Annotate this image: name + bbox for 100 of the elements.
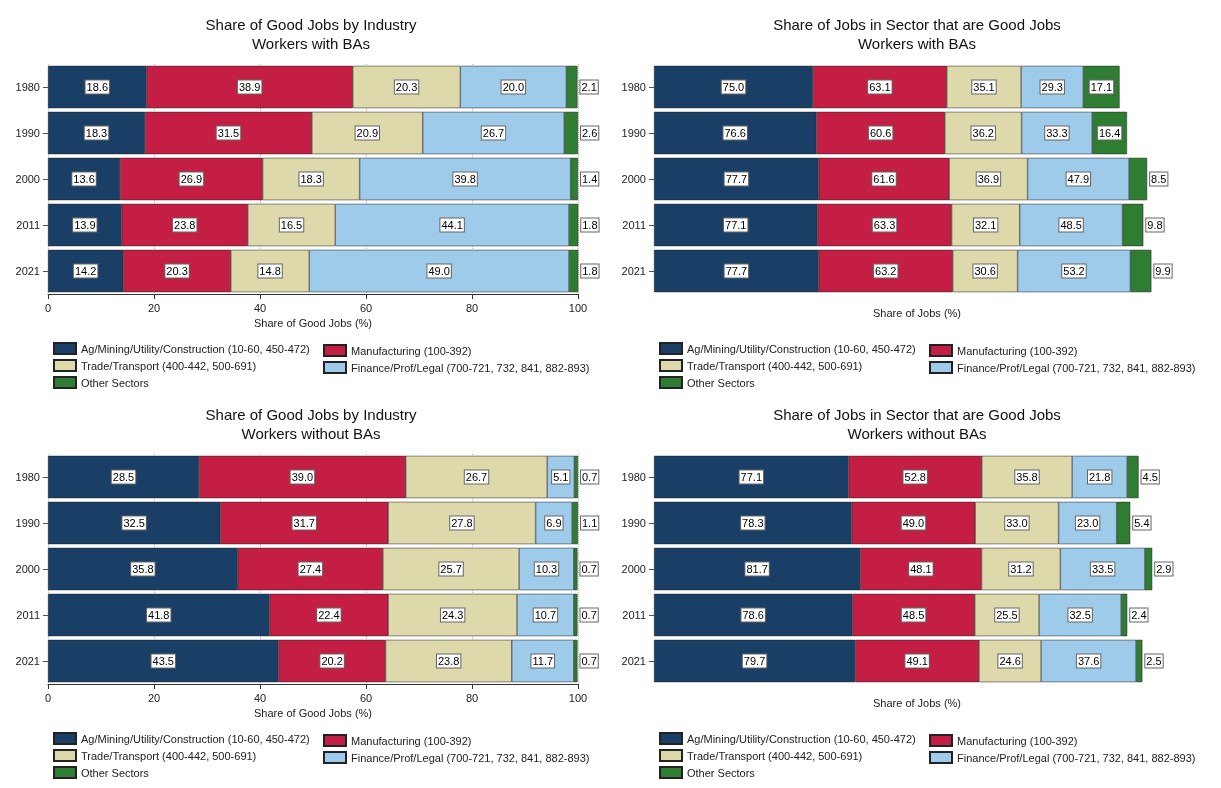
data-label: 49.0 <box>428 265 450 277</box>
data-label: 44.1 <box>441 219 463 231</box>
data-label: 24.3 <box>441 609 464 621</box>
data-label: 35.8 <box>1016 471 1038 483</box>
data-label: 1.1 <box>582 517 598 529</box>
data-label: 37.6 <box>1077 655 1100 667</box>
data-label: 75.0 <box>722 81 745 93</box>
chart-title: Share of Good Jobs by Industry <box>205 16 417 33</box>
y-tick-label: 2000 <box>621 173 646 185</box>
data-label: 23.0 <box>1076 517 1099 529</box>
data-label: 16.4 <box>1098 127 1121 139</box>
data-label: 78.3 <box>742 517 764 529</box>
data-label: 77.7 <box>725 265 748 277</box>
data-label: 60.6 <box>869 127 892 139</box>
legend-label: Trade/Transport (400-442, 500-691) <box>687 749 863 762</box>
data-label: 52.8 <box>904 471 926 483</box>
y-tick-label: 2011 <box>16 609 40 621</box>
legend-label: Manufacturing (100-392) <box>351 734 472 747</box>
data-label: 79.7 <box>743 655 766 667</box>
y-tick-label: 1980 <box>15 471 40 483</box>
y-tick-label: 1980 <box>621 471 646 483</box>
data-label: 31.5 <box>217 127 240 139</box>
data-label: 32.5 <box>1069 609 1091 621</box>
x-tick-label: 60 <box>359 691 373 704</box>
x-tick-label: 60 <box>359 301 373 314</box>
data-label: 9.8 <box>1147 219 1163 231</box>
data-label: 49.0 <box>902 517 925 529</box>
y-tick-label: 1980 <box>15 81 40 93</box>
y-tick-label: 1980 <box>621 81 646 93</box>
data-label: 8.5 <box>1151 173 1167 185</box>
x-axis-title: Share of Good Jobs (%) <box>253 707 373 720</box>
data-label: 0.7 <box>582 471 598 483</box>
data-label: 63.3 <box>873 219 896 231</box>
data-label: 23.8 <box>437 655 460 667</box>
data-label: 2.1 <box>581 81 597 93</box>
data-label: 27.4 <box>299 563 322 575</box>
data-label: 21.8 <box>1088 471 1111 483</box>
data-label: 31.2 <box>1010 563 1032 575</box>
data-label: 36.9 <box>977 173 1000 185</box>
data-label: 77.7 <box>725 173 748 185</box>
data-label: 32.1 <box>974 219 997 231</box>
data-label: 18.6 <box>86 81 108 93</box>
x-axis-title: Share of Jobs (%) <box>872 306 962 319</box>
data-label: 43.5 <box>152 655 174 667</box>
data-label: 24.6 <box>999 655 1021 667</box>
data-label: 20.3 <box>166 265 188 277</box>
data-label: 16.5 <box>280 219 303 231</box>
legend-label: Finance/Prof/Legal (700-721, 732, 841, 882-893) <box>957 751 1196 764</box>
x-tick-label: 40 <box>253 301 267 314</box>
data-label: 39.8 <box>454 173 476 185</box>
data-label: 1.8 <box>582 265 598 277</box>
chart-title: Share of Jobs in Sector that are Good Jobs <box>773 406 1061 423</box>
legend-label: Ag/Mining/Utility/Construction (10-60, 450-472) <box>687 732 916 745</box>
data-label: 13.6 <box>73 173 95 185</box>
data-label: 18.3 <box>300 173 322 185</box>
legend-label: Ag/Mining/Utility/Construction (10-60, 450-472) <box>687 342 916 355</box>
data-label: 2.4 <box>1131 609 1147 621</box>
data-label: 35.8 <box>132 563 154 575</box>
data-label: 2.9 <box>1156 563 1172 575</box>
data-label: 10.7 <box>534 609 557 621</box>
data-label: 0.7 <box>581 609 597 621</box>
y-tick-label: 2000 <box>15 563 40 575</box>
legend-label: Manufacturing (100-392) <box>957 344 1078 357</box>
data-label: 36.2 <box>972 127 994 139</box>
legend-label: Other Sectors <box>81 376 150 389</box>
data-label: 1.8 <box>582 219 598 231</box>
legend-label: Finance/Prof/Legal (700-721, 732, 841, 882-893) <box>957 361 1196 374</box>
x-tick-label: 80 <box>465 301 479 314</box>
y-tick-label: 2011 <box>622 219 646 231</box>
data-label: 26.7 <box>482 127 505 139</box>
y-tick-label: 2011 <box>622 609 646 621</box>
data-label: 27.8 <box>451 517 473 529</box>
x-tick-label: 40 <box>253 691 267 704</box>
chart-subtitle: Workers with BAs <box>251 35 371 52</box>
legend-label: Ag/Mining/Utility/Construction (10-60, 450-472) <box>81 342 310 355</box>
data-label: 14.2 <box>74 265 97 277</box>
y-tick-label: 1990 <box>621 517 646 529</box>
legend-label: Finance/Prof/Legal (700-721, 732, 841, 882-893) <box>351 361 590 374</box>
x-tick-label: 0 <box>44 301 52 314</box>
chart-subtitle: Workers without BAs <box>241 425 381 442</box>
data-label: 5.1 <box>553 471 569 483</box>
y-tick-label: 2021 <box>621 265 646 277</box>
data-label: 28.5 <box>112 471 135 483</box>
legend-label: Ag/Mining/Utility/Construction (10-60, 450-472) <box>81 732 310 745</box>
data-label: 31.7 <box>293 517 315 529</box>
data-label: 2.5 <box>1146 655 1162 667</box>
data-label: 0.7 <box>581 655 597 667</box>
data-label: 38.9 <box>238 81 261 93</box>
data-label: 13.9 <box>74 219 96 231</box>
data-label: 78.6 <box>742 609 764 621</box>
data-label: 33.5 <box>1091 563 1114 575</box>
data-label: 32.5 <box>123 517 145 529</box>
data-label: 25.7 <box>440 563 462 575</box>
y-tick-label: 2000 <box>15 173 40 185</box>
y-tick-label: 2021 <box>15 265 40 277</box>
data-label: 18.3 <box>85 127 108 139</box>
data-label: 22.4 <box>318 609 340 621</box>
legend-label: Manufacturing (100-392) <box>957 734 1078 747</box>
legend-label: Other Sectors <box>687 376 756 389</box>
data-label: 81.7 <box>746 563 768 575</box>
